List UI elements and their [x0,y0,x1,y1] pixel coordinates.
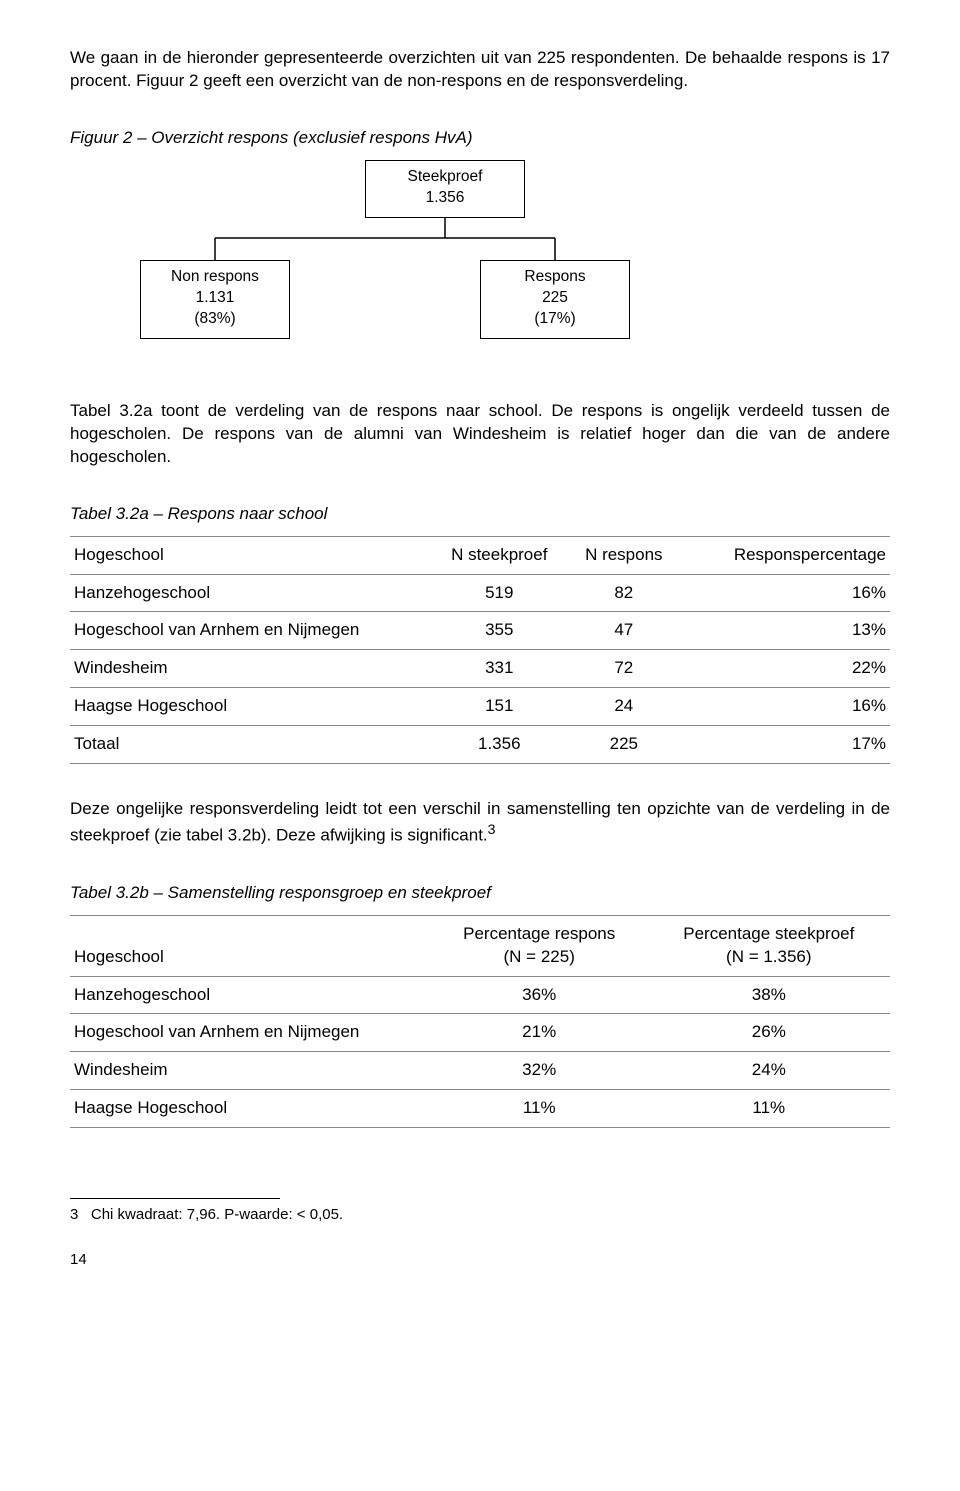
footnote-text: Chi kwadraat: 7,96. P-waarde: < 0,05. [91,1206,343,1223]
t3b-cell: 26% [648,1014,890,1052]
footnote-3: 3 Chi kwadraat: 7,96. P-waarde: < 0,05. [70,1205,890,1225]
table-row: Hogeschool van Arnhem en Nijmegen 21% 26… [70,1014,890,1052]
paragraph-after-tree: Tabel 3.2a toont de verdeling van de res… [70,400,890,469]
t3a-cell: 225 [568,726,680,764]
t3b-cell: 36% [431,976,648,1014]
t3b-cell: 11% [648,1090,890,1128]
t3a-cell: Windesheim [70,650,431,688]
t3a-cell: 24 [568,688,680,726]
tree-node-respons: Respons 225 (17%) [480,260,630,339]
paragraph-between-tables: Deze ongelijke responsverdeling leidt to… [70,798,890,848]
tree-right-label: Respons [485,267,625,288]
t3a-cell: 16% [680,688,890,726]
tree-node-nonrespons: Non respons 1.131 (83%) [140,260,290,339]
t3a-h1: Hogeschool [70,536,431,574]
t3b-h3: Percentage steekproef (N = 1.356) [648,915,890,976]
t3b-cell: Hogeschool van Arnhem en Nijmegen [70,1014,431,1052]
tree-right-pct: (17%) [485,309,625,330]
t3a-cell: 355 [431,612,568,650]
table-row-total: Totaal 1.356 225 17% [70,726,890,764]
table-row: Haagse Hogeschool 11% 11% [70,1090,890,1128]
t3a-cell: Totaal [70,726,431,764]
t3a-cell: 22% [680,650,890,688]
table3b-caption: Tabel 3.2b – Samenstelling responsgroep … [70,882,890,905]
t3b-cell: 32% [431,1052,648,1090]
t3a-cell: 13% [680,612,890,650]
t3a-cell: 82 [568,574,680,612]
t3a-cell: 151 [431,688,568,726]
table3a-caption: Tabel 3.2a – Respons naar school [70,503,890,526]
footnote-separator [70,1198,280,1199]
t3b-cell: 21% [431,1014,648,1052]
t3b-h3-l2: (N = 1.356) [652,946,886,969]
t3a-cell: 17% [680,726,890,764]
table-row: Windesheim 331 72 22% [70,650,890,688]
t3a-h2: N steekproef [431,536,568,574]
t3b-h2-l1: Percentage respons [435,923,644,946]
t3b-h2: Percentage respons (N = 225) [431,915,648,976]
t3a-cell: 331 [431,650,568,688]
t3b-cell: Hanzehogeschool [70,976,431,1014]
tree-root-label: Steekproef [370,167,520,188]
table-row: Hanzehogeschool 519 82 16% [70,574,890,612]
t3a-h3: N respons [568,536,680,574]
tree-root-value: 1.356 [370,188,520,209]
t3a-cell: 47 [568,612,680,650]
table-row: Haagse Hogeschool 151 24 16% [70,688,890,726]
t3a-cell: 72 [568,650,680,688]
t3b-h1: Hogeschool [70,915,431,976]
t3a-cell: 16% [680,574,890,612]
table-3-2a: Hogeschool N steekproef N respons Respon… [70,536,890,765]
t3b-cell: 38% [648,976,890,1014]
tree-left-label: Non respons [145,267,285,288]
page-number: 14 [70,1250,890,1270]
table-row: Hanzehogeschool 36% 38% [70,976,890,1014]
tree-right-value: 225 [485,288,625,309]
between-text: Deze ongelijke responsverdeling leidt to… [70,799,890,845]
t3a-h4: Responspercentage [680,536,890,574]
table-row: Windesheim 32% 24% [70,1052,890,1090]
table-row: Hogeschool van Arnhem en Nijmegen 355 47… [70,612,890,650]
t3a-cell: Hanzehogeschool [70,574,431,612]
t3b-cell: Windesheim [70,1052,431,1090]
t3a-cell: Hogeschool van Arnhem en Nijmegen [70,612,431,650]
footnote-ref-3: 3 [488,822,496,838]
t3a-cell: 519 [431,574,568,612]
t3a-cell: Haagse Hogeschool [70,688,431,726]
t3b-cell: 11% [431,1090,648,1128]
footnote-number: 3 [70,1206,78,1223]
t3b-cell: 24% [648,1052,890,1090]
figure2-caption: Figuur 2 – Overzicht respons (exclusief … [70,127,890,150]
t3b-cell: Haagse Hogeschool [70,1090,431,1128]
tree-left-pct: (83%) [145,309,285,330]
tree-left-value: 1.131 [145,288,285,309]
tree-node-root: Steekproef 1.356 [365,160,525,218]
response-tree-diagram: Steekproef 1.356 Non respons 1.131 (83%)… [70,160,890,360]
intro-paragraph: We gaan in de hieronder gepresenteerde o… [70,47,890,93]
table-3-2b: Hogeschool Percentage respons (N = 225) … [70,915,890,1129]
t3b-h2-l2: (N = 225) [435,946,644,969]
t3b-h3-l1: Percentage steekproef [652,923,886,946]
t3a-cell: 1.356 [431,726,568,764]
